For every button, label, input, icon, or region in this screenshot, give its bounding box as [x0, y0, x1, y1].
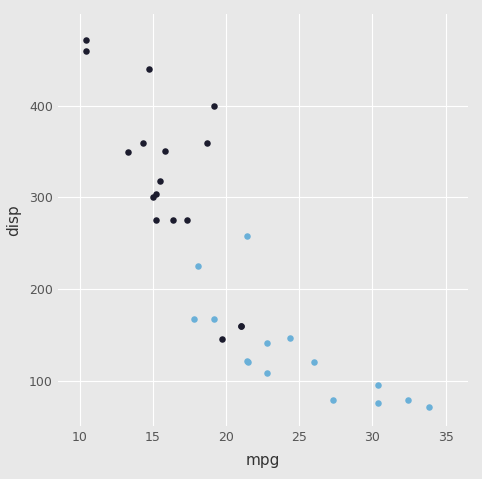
Point	[82, 47, 90, 55]
Point	[161, 147, 169, 155]
Point	[170, 216, 177, 223]
Point	[287, 334, 295, 342]
Point	[145, 66, 152, 73]
Point	[218, 335, 226, 343]
Point	[263, 339, 271, 347]
Point	[375, 381, 382, 389]
Point	[263, 369, 271, 377]
Point	[190, 315, 198, 322]
Point	[329, 396, 337, 404]
Point	[211, 102, 218, 110]
Point	[149, 193, 157, 200]
Point	[237, 322, 244, 330]
X-axis label: mpg: mpg	[245, 453, 280, 468]
Point	[152, 190, 160, 198]
Point	[244, 358, 252, 366]
Point	[426, 403, 433, 411]
Point	[156, 177, 164, 185]
Point	[243, 357, 251, 365]
Point	[243, 232, 251, 240]
Point	[82, 36, 90, 44]
Point	[211, 315, 218, 322]
Point	[183, 216, 190, 223]
Point	[310, 358, 318, 366]
Point	[203, 139, 211, 147]
Point	[194, 262, 202, 270]
Point	[237, 322, 244, 330]
Y-axis label: disp: disp	[6, 205, 21, 236]
Point	[152, 216, 160, 223]
Point	[139, 139, 147, 147]
Point	[375, 399, 382, 407]
Point	[404, 396, 412, 404]
Point	[124, 148, 132, 156]
